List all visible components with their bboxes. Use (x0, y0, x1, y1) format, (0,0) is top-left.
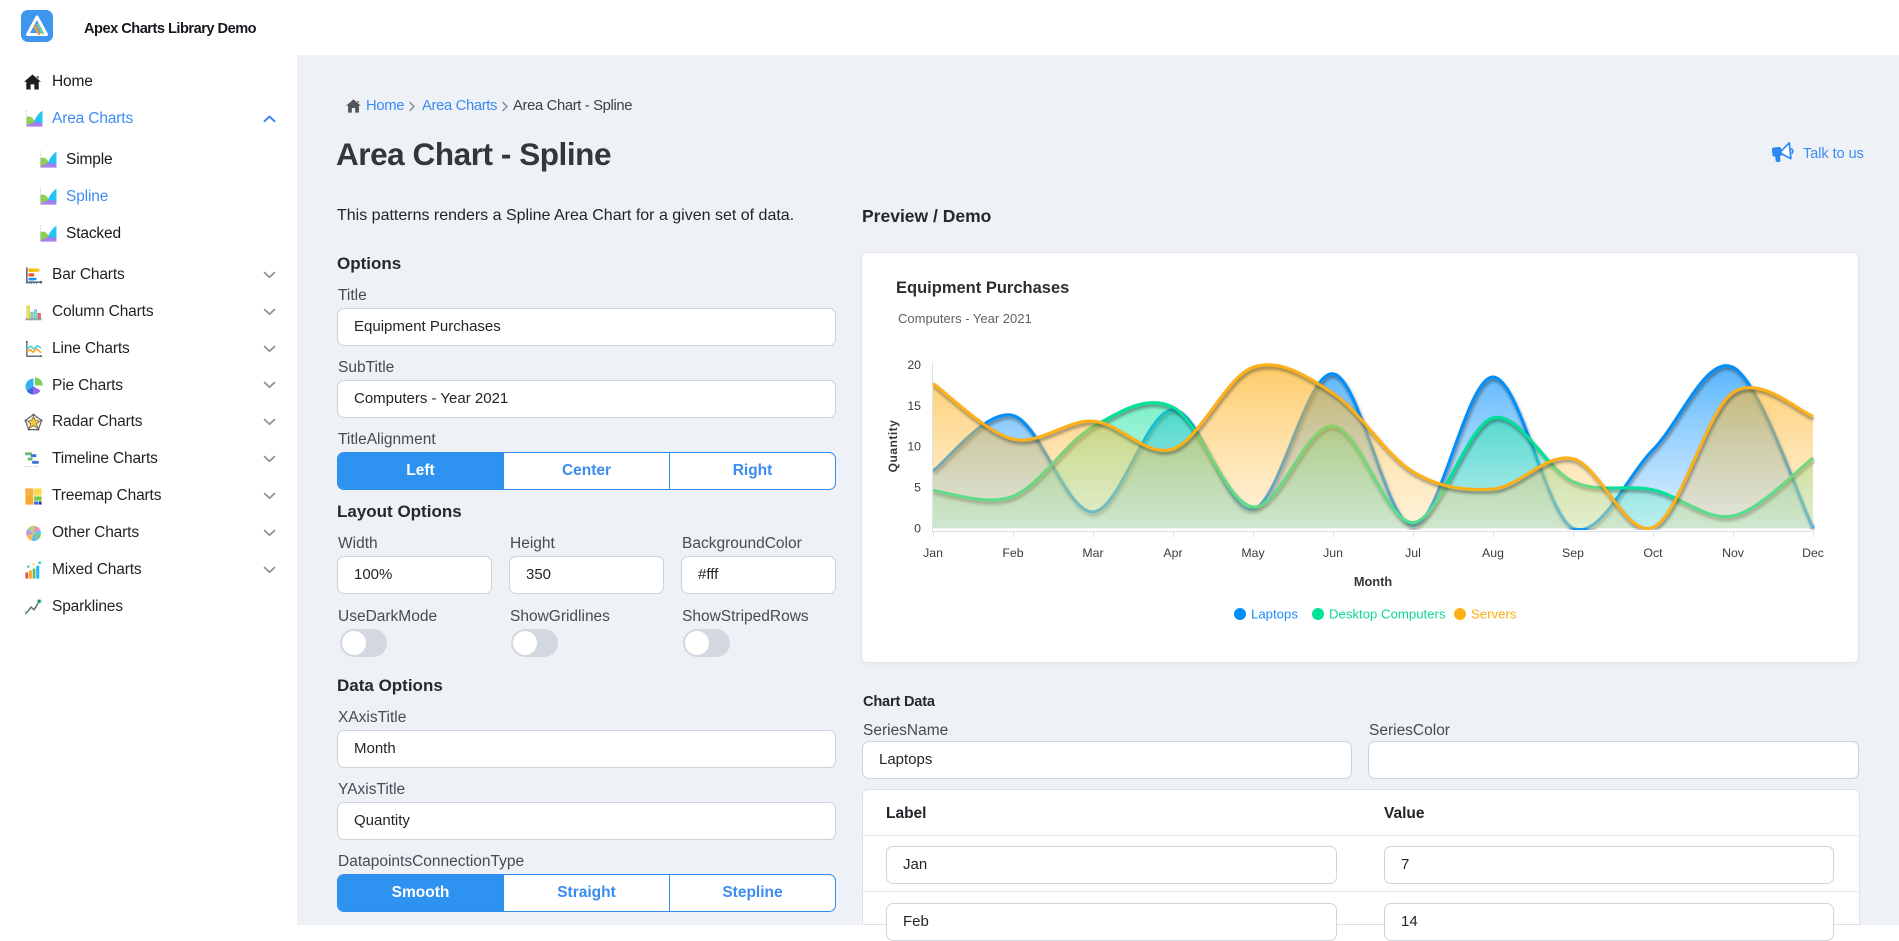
svg-text:Laptops: Laptops (1251, 607, 1298, 622)
svg-text:Month: Month (1354, 574, 1393, 589)
svg-text:Quantity: Quantity (886, 420, 900, 473)
svg-text:10: 10 (907, 440, 921, 454)
svg-text:Aug: Aug (1482, 546, 1504, 560)
svg-text:Jun: Jun (1323, 546, 1343, 560)
svg-text:Oct: Oct (1643, 546, 1663, 560)
svg-text:0: 0 (914, 521, 921, 535)
svg-text:May: May (1241, 546, 1265, 560)
svg-text:Desktop Computers: Desktop Computers (1329, 607, 1446, 622)
svg-text:Mar: Mar (1082, 546, 1103, 560)
svg-text:15: 15 (907, 399, 921, 413)
svg-text:Apr: Apr (1163, 546, 1182, 560)
svg-text:Dec: Dec (1802, 546, 1824, 560)
svg-text:Jan: Jan (923, 546, 943, 560)
svg-text:Jul: Jul (1405, 546, 1421, 560)
svg-text:Sep: Sep (1562, 546, 1584, 560)
svg-text:Nov: Nov (1722, 546, 1745, 560)
svg-text:5: 5 (914, 481, 921, 495)
svg-text:20: 20 (907, 358, 921, 372)
svg-text:Servers: Servers (1471, 607, 1517, 622)
svg-text:Feb: Feb (1002, 546, 1023, 560)
